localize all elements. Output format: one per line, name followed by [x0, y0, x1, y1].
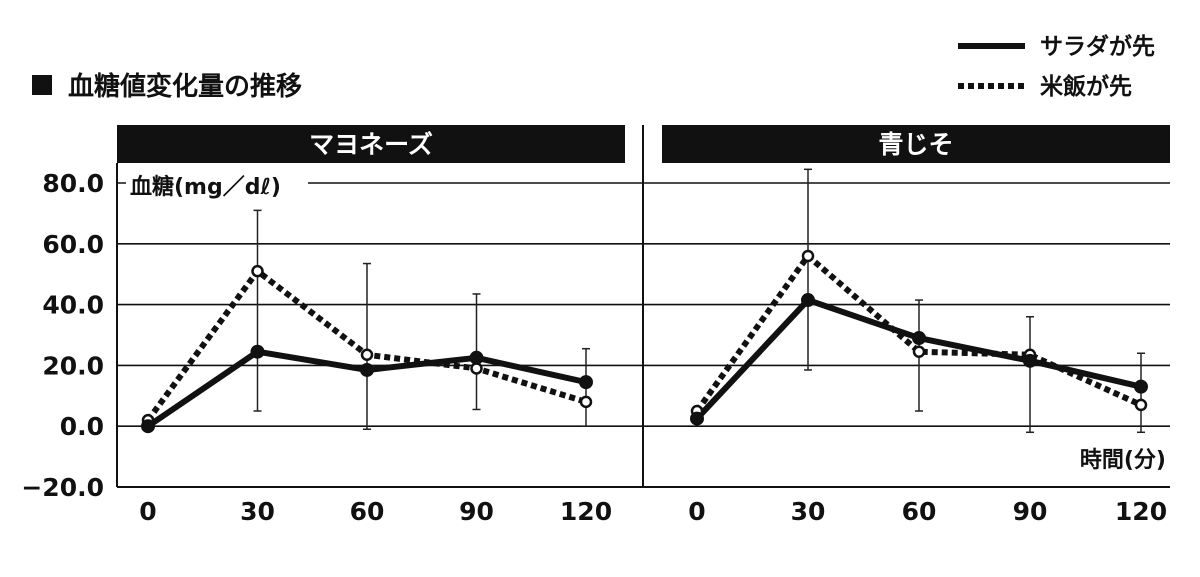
salad-first-point	[1134, 379, 1148, 394]
rice-first-point	[801, 249, 815, 263]
x-tick-label: 0	[139, 497, 156, 526]
salad-first-point	[141, 419, 155, 434]
salad-first-point	[469, 350, 484, 365]
x-tick-label: 90	[459, 497, 494, 526]
panel-header-bar-mayonnaise	[117, 125, 625, 163]
rice-first-point	[251, 264, 264, 278]
panel-title-shiso: 青じそ	[878, 130, 953, 159]
rice-first-point	[579, 395, 593, 409]
salad-first-point	[1023, 353, 1037, 368]
x-tick-label: 120	[1115, 497, 1167, 526]
salad-first-point	[250, 344, 265, 359]
title-square-icon	[32, 75, 52, 95]
x-tick-label: 120	[560, 497, 612, 526]
y-tick-label: −20.0	[21, 473, 104, 502]
rice-first-point	[1134, 398, 1148, 412]
salad-first-point	[360, 362, 374, 377]
legend: サラダが先 米飯が先	[958, 33, 1155, 100]
salad-first-point	[690, 411, 704, 426]
x-tick-label: 90	[1013, 497, 1048, 526]
panel-plot	[141, 209, 593, 434]
y-tick-label: 0.0	[60, 412, 104, 441]
xlabel-backdrop	[1052, 440, 1168, 474]
panel-plot	[690, 168, 1148, 434]
y-tick-labels: 80.0 60.0 40.0 20.0 0.0 −20.0	[21, 169, 104, 502]
x-tick-label: 30	[240, 497, 275, 526]
salad-first-point	[579, 375, 593, 390]
panel-header-bar-shiso	[662, 125, 1170, 163]
x-axis-label: 時間(分)	[1080, 448, 1166, 473]
legend-dotted-label: 米飯が先	[1040, 73, 1132, 100]
rice-first-point	[360, 348, 374, 362]
x-tick-label: 0	[688, 497, 705, 526]
salad-first-point	[801, 293, 815, 308]
x-tick-label: 30	[791, 497, 826, 526]
y-tick-label: 80.0	[42, 169, 104, 198]
chart-title: 血糖値変化量の推移	[68, 71, 302, 102]
plot-area	[141, 168, 1148, 434]
ylabel-backdrop	[126, 170, 308, 200]
x-tick-label: 60	[902, 497, 937, 526]
salad-first-point	[912, 331, 926, 346]
y-axis-label: 血糖(mg／dℓ)	[130, 174, 281, 200]
y-tick-label: 60.0	[42, 230, 104, 259]
legend-solid-label: サラダが先	[1040, 33, 1155, 60]
x-tick-label: 60	[350, 497, 385, 526]
y-tick-label: 20.0	[42, 351, 104, 380]
y-tick-label: 40.0	[42, 291, 104, 320]
rice-first-point	[912, 345, 926, 358]
x-tick-labels: 0 30 60 90 120 0 30 60 90 120	[139, 497, 1167, 526]
panel-title-mayonnaise: マヨネーズ	[309, 130, 433, 159]
rice-first-point	[470, 362, 483, 375]
